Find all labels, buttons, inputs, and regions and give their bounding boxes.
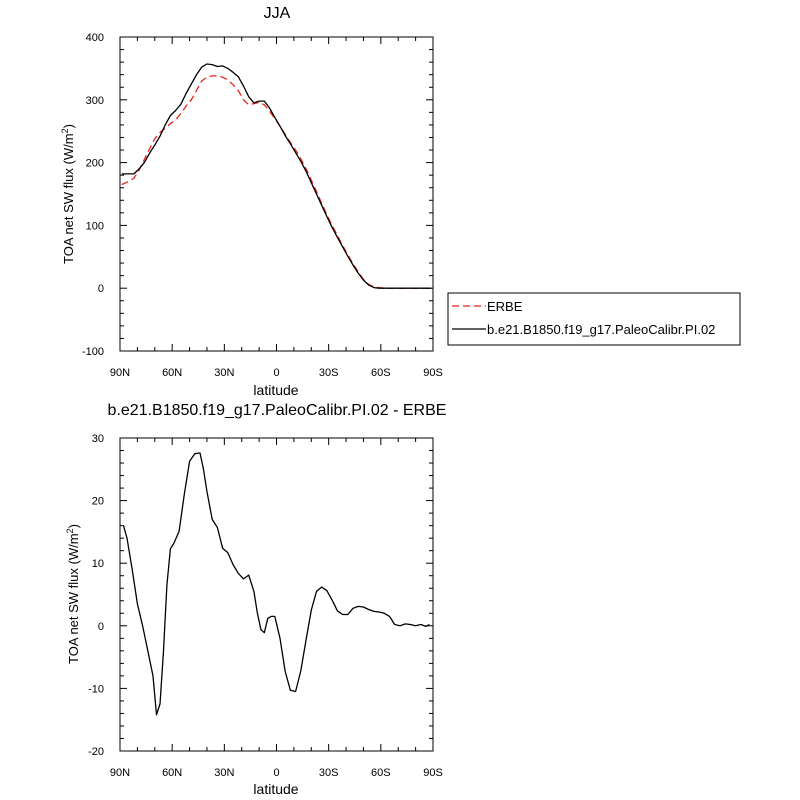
top-x-tick-label: 30S [319, 367, 339, 379]
legend-erbe-label: ERBE [487, 299, 523, 314]
legend: ERBE b.e21.B1850.f19_g17.PaleoCalibr.PI.… [447, 292, 741, 346]
bottom-y-axis-label: TOA net SW flux (W/m2) [65, 524, 81, 664]
legend-model-label: b.e21.B1850.f19_g17.PaleoCalibr.PI.02 [487, 322, 715, 337]
top-y-tick-label: 400 [86, 32, 104, 44]
bottom-y-tick-label: 10 [92, 558, 104, 570]
top-series-group [121, 63, 432, 289]
bottom-y-tick-label: 20 [92, 496, 104, 508]
bottom-x-tick-label: 90S [423, 767, 443, 779]
top-y-tick-label: -100 [82, 346, 104, 358]
top-x-tick-label: 60S [371, 367, 391, 379]
bottom-x-tick-label: 0 [273, 767, 279, 779]
top-y-tick-label: 300 [86, 95, 104, 107]
top-y-axis-label: TOA net SW flux (W/m2) [60, 124, 76, 264]
top-y-tick-label: 0 [98, 283, 104, 295]
top-series-line-1 [121, 63, 432, 289]
bottom-series-line-0 [122, 452, 430, 716]
bottom-chart-title: b.e21.B1850.f19_g17.PaleoCalibr.PI.02 - … [108, 402, 447, 419]
top-y-tick-label: 200 [86, 158, 104, 170]
bottom-panel: b.e21.B1850.f19_g17.PaleoCalibr.PI.02 - … [65, 402, 446, 797]
top-x-axis-label: latitude [253, 382, 298, 398]
top-x-tick-label: 90N [110, 367, 130, 379]
bottom-x-tick-label: 30N [214, 767, 234, 779]
top-x-tick-label: 90S [423, 367, 443, 379]
bottom-y-tick-label: 0 [98, 621, 104, 633]
top-series-line-0 [121, 75, 432, 289]
bottom-x-axis-label: latitude [253, 781, 298, 797]
legend-box [447, 292, 741, 346]
top-x-tick-label: 0 [273, 367, 279, 379]
bottom-x-tick-label: 60N [162, 767, 182, 779]
top-x-tick-label: 30N [214, 367, 234, 379]
top-plot-frame [119, 36, 434, 352]
bottom-y-tick-label: 30 [92, 433, 104, 445]
top-panel: JJA 90N 60N 30N 0 30S 60S 90S -100 0 100 200 300 400… [60, 5, 741, 398]
bottom-x-tick-label: 30S [319, 767, 339, 779]
top-chart-title: JJA [264, 5, 291, 22]
top-x-tick-label: 60N [162, 367, 182, 379]
bottom-y-tick-label: -10 [88, 683, 104, 695]
top-y-tick-label: 100 [86, 220, 104, 232]
bottom-x-tick-label: 60S [371, 767, 391, 779]
bottom-y-tick-label: -20 [88, 746, 104, 758]
bottom-series-group [122, 452, 430, 716]
bottom-x-tick-label: 90N [110, 767, 130, 779]
